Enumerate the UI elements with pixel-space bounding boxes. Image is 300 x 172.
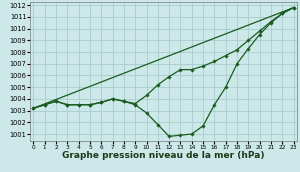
X-axis label: Graphe pression niveau de la mer (hPa): Graphe pression niveau de la mer (hPa) — [62, 151, 265, 160]
